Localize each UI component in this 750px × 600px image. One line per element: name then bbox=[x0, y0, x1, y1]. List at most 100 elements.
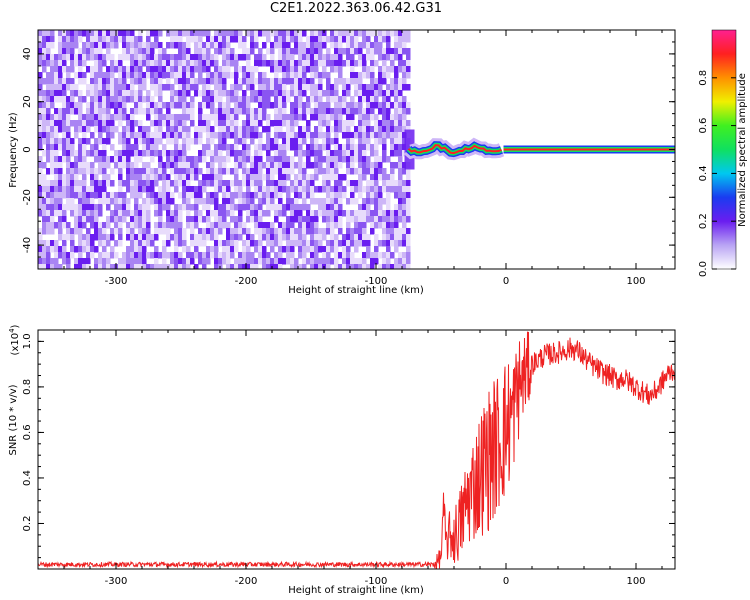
heatmap-cell bbox=[126, 246, 131, 253]
heatmap-cell bbox=[266, 174, 271, 181]
heatmap-cell bbox=[146, 162, 151, 169]
heatmap-cell bbox=[274, 216, 279, 223]
heatmap-cell bbox=[226, 102, 231, 109]
heatmap-cell bbox=[398, 90, 403, 97]
heatmap-cell bbox=[50, 90, 55, 97]
heatmap-cell bbox=[302, 222, 307, 229]
heatmap-cell bbox=[166, 78, 171, 85]
heatmap-cell bbox=[322, 186, 327, 193]
heatmap-cell bbox=[174, 246, 179, 253]
heatmap-cell bbox=[114, 114, 119, 121]
heatmap-cell bbox=[378, 210, 383, 217]
heatmap-cell bbox=[178, 192, 183, 199]
heatmap-cell bbox=[118, 180, 123, 187]
heatmap-cell bbox=[402, 252, 407, 259]
heatmap-cell bbox=[102, 162, 107, 169]
heatmap-cell bbox=[358, 84, 363, 91]
heatmap-cell bbox=[62, 150, 67, 157]
heatmap-cell bbox=[46, 198, 51, 205]
heatmap-cell bbox=[126, 114, 131, 121]
heatmap-cell bbox=[242, 246, 247, 253]
heatmap-cell bbox=[318, 198, 323, 205]
heatmap-cell bbox=[226, 210, 231, 217]
heatmap-cell bbox=[194, 252, 199, 259]
heatmap-cell bbox=[266, 114, 271, 121]
heatmap-cell bbox=[242, 240, 247, 247]
heatmap-cell bbox=[278, 192, 283, 199]
heatmap-cell bbox=[354, 258, 359, 265]
heatmap-cell bbox=[390, 150, 395, 157]
heatmap-cell bbox=[282, 168, 287, 175]
heatmap-cell bbox=[182, 174, 187, 181]
heatmap-cell bbox=[362, 42, 367, 49]
heatmap-cell bbox=[58, 264, 63, 269]
heatmap-cell bbox=[110, 42, 115, 49]
heatmap-cell bbox=[58, 120, 63, 127]
heatmap-cell bbox=[338, 144, 343, 151]
heatmap-cell bbox=[390, 240, 395, 247]
heatmap-cell bbox=[110, 234, 115, 241]
heatmap-cell bbox=[258, 222, 263, 229]
heatmap-cell bbox=[70, 192, 75, 199]
heatmap-cell bbox=[366, 66, 371, 73]
heatmap-cell bbox=[218, 66, 223, 73]
heatmap-cell bbox=[322, 246, 327, 253]
heatmap-cell bbox=[142, 132, 147, 139]
heatmap-cell bbox=[190, 114, 195, 121]
heatmap-cell bbox=[314, 144, 319, 151]
heatmap-cell bbox=[122, 180, 127, 187]
heatmap-cell bbox=[54, 120, 59, 127]
heatmap-cell bbox=[142, 108, 147, 115]
heatmap-cell bbox=[58, 60, 63, 67]
heatmap-cell bbox=[330, 240, 335, 247]
heatmap-cell bbox=[306, 222, 311, 229]
heatmap-cell bbox=[366, 234, 371, 241]
heatmap-cell bbox=[234, 174, 239, 181]
heatmap-cell bbox=[46, 192, 51, 199]
heatmap-cell bbox=[198, 120, 203, 127]
heatmap-cell bbox=[362, 66, 367, 73]
heatmap-cell bbox=[318, 264, 323, 269]
heatmap-cell bbox=[366, 30, 371, 37]
heatmap-cell bbox=[398, 186, 403, 193]
heatmap-cell bbox=[102, 36, 107, 43]
heatmap-cell bbox=[366, 204, 371, 211]
heatmap-cell bbox=[246, 234, 251, 241]
heatmap-cell bbox=[266, 132, 271, 139]
heatmap-cell bbox=[366, 108, 371, 115]
heatmap-cell bbox=[46, 114, 51, 121]
heatmap-cell bbox=[290, 72, 295, 79]
heatmap-cell bbox=[406, 102, 411, 109]
heatmap-cell bbox=[242, 162, 247, 169]
heatmap-cell bbox=[94, 150, 99, 157]
heatmap-cell bbox=[178, 54, 183, 61]
heatmap-cell bbox=[246, 240, 251, 247]
heatmap-cell bbox=[206, 216, 211, 223]
snr-panel: -300 -200 -100 0 100 0.20.40.60.81.0 Height … bbox=[8, 324, 676, 596]
heatmap-cell bbox=[258, 246, 263, 253]
heatmap-cell bbox=[162, 258, 167, 265]
heatmap-cell bbox=[202, 96, 207, 103]
heatmap-cell bbox=[234, 120, 239, 127]
heatmap-cell bbox=[42, 114, 47, 121]
heatmap-cell bbox=[62, 96, 67, 103]
heatmap-cell bbox=[350, 180, 355, 187]
heatmap-cell bbox=[234, 84, 239, 91]
heatmap-cell bbox=[398, 162, 403, 169]
heatmap-cell bbox=[222, 258, 227, 265]
heatmap-cell bbox=[334, 258, 339, 265]
heatmap-cell bbox=[110, 168, 115, 175]
heatmap-cell bbox=[302, 216, 307, 223]
heatmap-cell bbox=[354, 222, 359, 229]
heatmap-cell bbox=[330, 204, 335, 211]
heatmap-cell bbox=[386, 42, 391, 49]
heatmap-cell bbox=[186, 246, 191, 253]
heatmap-cell bbox=[282, 246, 287, 253]
heatmap-cell bbox=[406, 258, 411, 265]
heatmap-cell bbox=[78, 216, 83, 223]
heatmap-cell bbox=[158, 204, 163, 211]
heatmap-cell bbox=[362, 174, 367, 181]
heatmap-cell bbox=[310, 252, 315, 259]
heatmap-cell bbox=[254, 90, 259, 97]
heatmap-cell bbox=[258, 210, 263, 217]
